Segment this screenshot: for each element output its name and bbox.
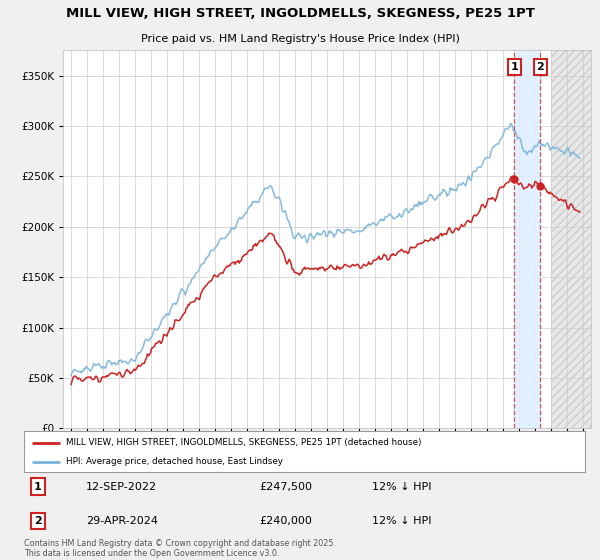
Text: 2: 2	[536, 62, 544, 72]
Text: MILL VIEW, HIGH STREET, INGOLDMELLS, SKEGNESS, PE25 1PT (detached house): MILL VIEW, HIGH STREET, INGOLDMELLS, SKE…	[66, 438, 422, 447]
Text: Contains HM Land Registry data © Crown copyright and database right 2025.
This d: Contains HM Land Registry data © Crown c…	[24, 539, 336, 558]
Text: £247,500: £247,500	[260, 482, 313, 492]
Text: Price paid vs. HM Land Registry's House Price Index (HPI): Price paid vs. HM Land Registry's House …	[140, 34, 460, 44]
Text: 12% ↓ HPI: 12% ↓ HPI	[372, 516, 431, 526]
Text: 12% ↓ HPI: 12% ↓ HPI	[372, 482, 431, 492]
Text: HPI: Average price, detached house, East Lindsey: HPI: Average price, detached house, East…	[66, 458, 283, 466]
Bar	[551, 50, 591, 428]
Text: MILL VIEW, HIGH STREET, INGOLDMELLS, SKEGNESS, PE25 1PT: MILL VIEW, HIGH STREET, INGOLDMELLS, SKE…	[65, 7, 535, 20]
Text: 2: 2	[34, 516, 42, 526]
Bar	[551, 50, 591, 428]
Text: 1: 1	[511, 62, 518, 72]
Text: £240,000: £240,000	[260, 516, 313, 526]
Text: 12-SEP-2022: 12-SEP-2022	[86, 482, 157, 492]
Text: 1: 1	[34, 482, 42, 492]
Text: 29-APR-2024: 29-APR-2024	[86, 516, 158, 526]
Bar	[514, 50, 540, 428]
